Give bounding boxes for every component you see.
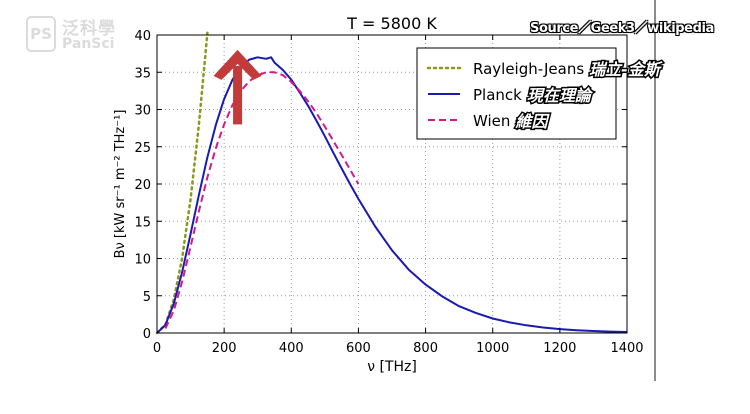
pansci-logo: PS 泛科學 PanSci: [26, 14, 136, 58]
y-tick-label: 25: [134, 141, 151, 156]
y-tick-label: 40: [134, 29, 151, 44]
logo-mark: PS: [26, 16, 56, 52]
x-tick-label: 1400: [610, 341, 643, 356]
logo-chinese-text: 泛科學: [62, 19, 116, 39]
legend: Rayleigh-Jeans 瑞立-金斯 Planck 現在理論 Wien 維因: [416, 47, 664, 140]
legend-label-rayleigh-jeans: Rayleigh-Jeans: [473, 60, 584, 78]
axis-ticks: 0 200 400 600 800 1000 1200 1400 0 5 10 15 20 25 30 35 4…: [134, 29, 643, 356]
y-axis-label: Bν [kW sr⁻¹ m⁻² THz⁻¹]: [113, 110, 128, 259]
highlight-arrow: [213, 49, 262, 125]
wien-curve: [164, 71, 360, 329]
x-tick-label: 1000: [476, 341, 509, 356]
chart-title: T = 5800 K: [346, 14, 437, 33]
y-tick-label: 35: [134, 66, 151, 81]
arrow-shaft: [233, 65, 243, 125]
legend-label-wien: Wien: [473, 112, 510, 130]
logo-english-text: PanSci: [62, 36, 115, 52]
x-tick-label: 400: [279, 341, 304, 356]
y-tick-label: 5: [143, 290, 151, 305]
x-axis-label: ν [THz]: [367, 359, 417, 375]
legend-annotation-planck: 現在理論: [527, 86, 594, 105]
x-tick-label: 800: [413, 341, 438, 356]
legend-annotation-wien: 維因: [515, 112, 550, 131]
y-tick-label: 15: [134, 215, 151, 230]
x-tick-label: 0: [153, 341, 161, 356]
frame-divider: [654, 0, 656, 381]
source-credit: Source／Geek3／wikipedia: [530, 21, 714, 36]
y-tick-label: 20: [134, 178, 151, 193]
legend-annotation-rayleigh-jeans: 瑞立-金斯: [589, 60, 663, 79]
x-tick-label: 600: [346, 341, 371, 356]
x-tick-label: 1200: [543, 341, 576, 356]
planck-curve: [156, 56, 628, 334]
y-tick-label: 10: [134, 253, 151, 268]
y-tick-label: 30: [134, 104, 151, 119]
y-tick-label: 0: [143, 327, 151, 342]
rayleigh-jeans-curve: [155, 31, 209, 335]
legend-label-planck: Planck: [473, 86, 522, 104]
arrow-head: [213, 49, 262, 80]
x-tick-label: 200: [212, 341, 237, 356]
